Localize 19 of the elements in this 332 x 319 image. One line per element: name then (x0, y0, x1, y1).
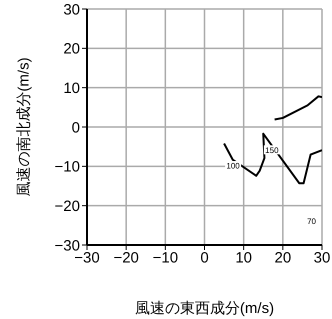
y-tick-label: −20 (54, 198, 80, 215)
x-tick-label: 20 (274, 250, 292, 267)
x-tick-label: −10 (152, 250, 178, 267)
y-tick-label: 20 (63, 40, 80, 58)
x-tick-label: 10 (235, 250, 252, 267)
y-tick-label: −10 (54, 158, 80, 176)
x-tick-label: 30 (314, 250, 330, 267)
y-axis-title: 風速の南北成分(m/s) (15, 57, 32, 197)
y-tick-label: 30 (63, 1, 80, 18)
line-series (274, 95, 322, 121)
annotation: 100 (226, 162, 240, 171)
annotation: 70 (307, 217, 317, 226)
line-series (223, 132, 322, 184)
annotation: 150 (265, 146, 280, 155)
x-tick-label: 0 (200, 250, 209, 267)
y-tick-label: 10 (63, 80, 80, 97)
x-tick-label: −20 (113, 250, 139, 267)
x-axis-title: 風速の東西成分(m/s) (134, 300, 274, 317)
y-tick-label: 0 (72, 119, 80, 136)
